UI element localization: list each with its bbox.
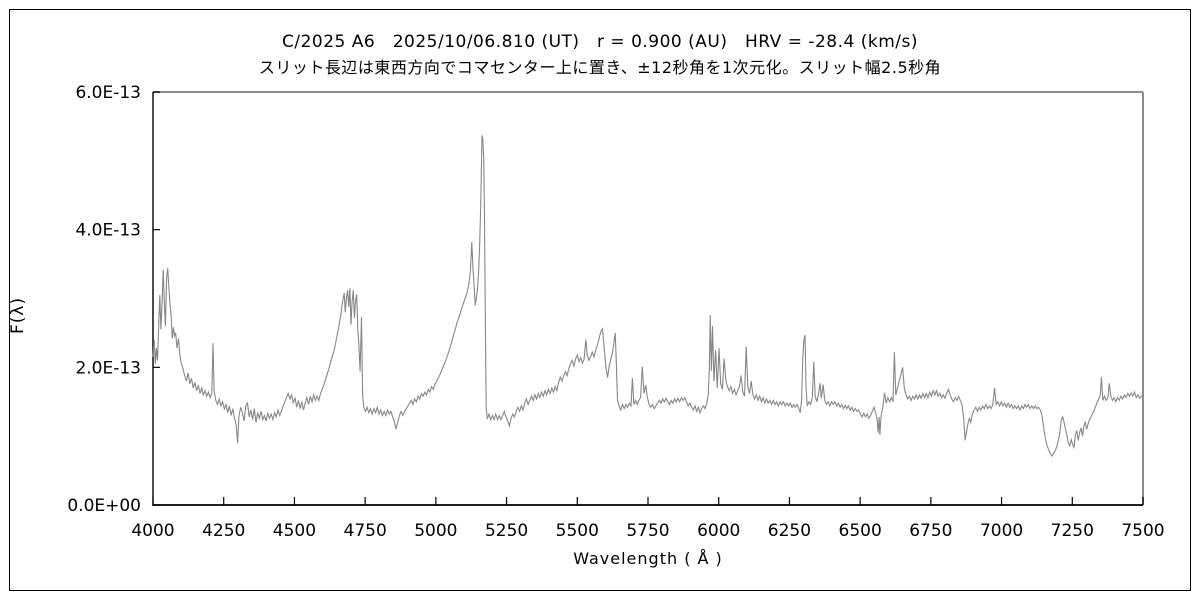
chart-title: C/2025 A6 2025/10/06.810 (UT) r = 0.900 … [282, 32, 918, 52]
y-tick-label: 6.0E-13 [75, 83, 141, 103]
y-tick-label: 0.0E+00 [67, 496, 141, 516]
x-tick-label: 4500 [273, 521, 316, 541]
spectrum-line [152, 135, 1144, 458]
y-tick-label: 4.0E-13 [75, 221, 141, 241]
x-tick-label: 4000 [131, 521, 174, 541]
x-tick-label: 6750 [909, 521, 952, 541]
y-tick-label: 2.0E-13 [75, 358, 141, 378]
x-tick-label: 5250 [485, 521, 528, 541]
chart-subtitle: スリット長辺は東西方向でコマセンター上に置き、±12秒角を1次元化。スリット幅2… [258, 58, 942, 77]
x-tick-label: 6250 [768, 521, 811, 541]
x-tick-label: 7000 [980, 521, 1023, 541]
x-tick-label: 6500 [839, 521, 882, 541]
x-tick-label: 7250 [1051, 521, 1094, 541]
x-tick-label: 7500 [1121, 521, 1164, 541]
x-tick-label: 4750 [344, 521, 387, 541]
window-border [9, 9, 1191, 591]
x-tick-label: 5500 [556, 521, 599, 541]
x-tick-label: 6000 [697, 521, 740, 541]
x-axis-label: Wavelength ( Å ) [573, 549, 723, 568]
x-tick-label: 4250 [202, 521, 245, 541]
x-tick-label: 5000 [414, 521, 457, 541]
x-tick-label: 5750 [626, 521, 669, 541]
